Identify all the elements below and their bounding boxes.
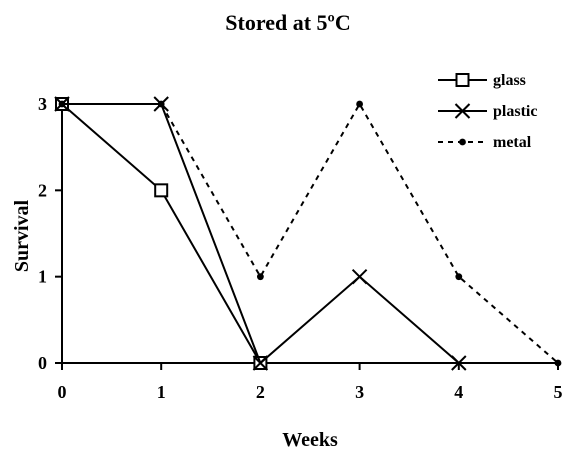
series-point-metal <box>554 359 562 367</box>
y-tick-label: 3 <box>38 94 47 114</box>
series-point-metal <box>257 273 264 281</box>
series-line-metal <box>62 101 559 364</box>
x-ticks: 0 1 2 3 4 5 <box>58 363 563 402</box>
series-point-plastic <box>351 268 368 285</box>
series-glass <box>55 97 268 370</box>
y-tick-label: 2 <box>38 180 47 200</box>
x-tick-label: 4 <box>454 382 463 402</box>
y-tick-label: 0 <box>38 353 47 373</box>
legend-marker-metal <box>459 138 466 146</box>
x-marker-stroke <box>252 355 269 371</box>
x-marker-stroke <box>454 103 471 119</box>
series-plastic <box>54 96 467 371</box>
legend-marker-plastic <box>454 103 471 119</box>
chart-title: Stored at 5ºC <box>225 10 350 35</box>
series-line-plastic <box>62 103 460 365</box>
x-tick-label: 1 <box>157 382 166 402</box>
legend-marker-glass <box>455 73 470 87</box>
series-point-metal <box>455 273 463 281</box>
legend: glass plastic metal <box>438 72 537 151</box>
series-point-glass <box>154 183 169 198</box>
x-marker-stroke <box>351 268 368 285</box>
series-point-metal <box>356 100 363 108</box>
legend-label-plastic: plastic <box>493 103 537 120</box>
series-metal <box>58 100 562 367</box>
legend-item-glass: glass <box>438 72 526 89</box>
series-point-plastic <box>252 355 269 371</box>
series-point-metal <box>58 100 66 108</box>
y-tick-label: 1 <box>38 267 47 287</box>
legend-label-metal: metal <box>493 134 532 151</box>
legend-item-metal: metal <box>438 134 532 151</box>
x-tick-label: 5 <box>554 382 563 402</box>
x-axis-label: Weeks <box>282 429 338 451</box>
series-point-metal <box>157 100 165 108</box>
plot-series <box>54 96 562 371</box>
x-marker-stroke <box>451 355 467 371</box>
legend-label-glass: glass <box>493 72 526 89</box>
x-tick-label: 2 <box>256 382 265 402</box>
legend-item-plastic: plastic <box>438 103 537 120</box>
series-point-plastic <box>451 355 467 371</box>
x-tick-label: 3 <box>355 382 364 402</box>
series-line-glass <box>61 103 262 364</box>
x-tick-label: 0 <box>58 382 67 402</box>
y-ticks: 0 1 2 3 <box>38 94 62 373</box>
y-axis-label: Survival <box>11 199 33 272</box>
